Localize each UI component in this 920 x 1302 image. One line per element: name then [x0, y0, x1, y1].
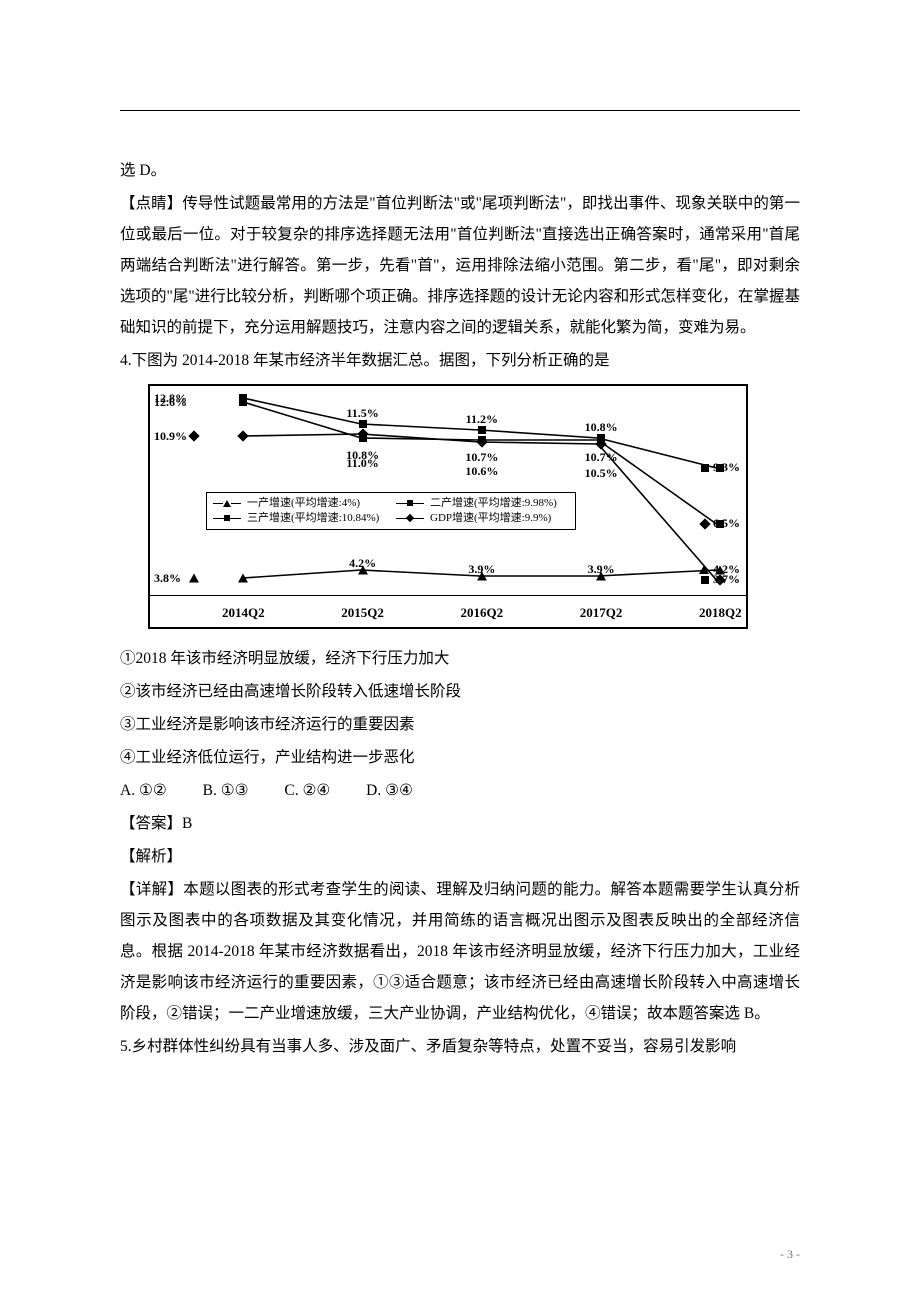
y-axis-label: 12.6%	[154, 395, 187, 410]
series-end-label: 3.7%	[701, 572, 740, 587]
series-end-text: 9.3%	[713, 460, 740, 475]
x-tick-label: 2014Q2	[222, 605, 265, 621]
question-5-stem: 5.乡村群体性纠纷具有当事人多、涉及面广、矛盾复杂等特点，处置不妥当，容易引发影…	[120, 1031, 800, 1062]
triangle-icon	[223, 500, 231, 507]
legend-item: 二产增速(平均增速:9.98%)	[396, 496, 569, 511]
square-icon	[701, 576, 709, 584]
series-end-text: 6.5%	[713, 516, 740, 531]
body-text: 选 D。	[120, 155, 800, 186]
square-icon	[701, 464, 709, 472]
series-end-label: 9.3%	[701, 460, 740, 475]
choice-b: B. ①③	[203, 782, 249, 799]
option-1: ①2018 年该市经济明显放缓，经济下行压力加大	[120, 643, 800, 674]
series-end-label: 6.5%	[701, 516, 740, 531]
page-number: - 3 -	[780, 1247, 800, 1262]
legend-item: 一产增速(平均增速:4%)	[213, 496, 386, 511]
analysis-heading: 【解析】	[120, 841, 800, 872]
y-axis-label: 3.8%	[154, 571, 181, 586]
data-label: 10.5%	[585, 466, 618, 481]
y-axis-label: 10.9%	[154, 429, 187, 444]
secondary-point	[239, 398, 247, 406]
chart-container: 11.5%11.2%10.8%10.8%10.7%10.7%11.0%10.6%…	[148, 384, 800, 629]
choice-c: C. ②④	[284, 782, 330, 799]
option-3: ③工业经济是影响该市经济运行的重要因素	[120, 709, 800, 740]
economic-chart: 11.5%11.2%10.8%10.8%10.7%10.7%11.0%10.6%…	[148, 384, 748, 629]
diamond-icon	[406, 514, 414, 522]
data-label: 11.5%	[346, 406, 378, 421]
tertiary-point	[359, 420, 367, 428]
choice-a: A. ①②	[120, 782, 167, 799]
option-2: ②该市经济已经由高速增长阶段转入低速增长阶段	[120, 676, 800, 707]
answer: 【答案】B	[120, 808, 800, 839]
data-label: 10.6%	[465, 464, 498, 479]
x-tick-label: 2017Q2	[580, 605, 623, 621]
primary-point	[238, 574, 248, 583]
diamond-icon	[188, 430, 199, 441]
legend-label: 三产增速(平均增速:10.84%)	[247, 511, 379, 526]
legend-label: GDP增速(平均增速:9.9%)	[430, 511, 551, 526]
page-rule	[120, 110, 800, 111]
body-text: 【点睛】传导性试题最常用的方法是"首位判断法"或"尾项判断法"，即找出事件、现象…	[120, 188, 800, 343]
x-tick-label: 2015Q2	[341, 605, 384, 621]
data-label: 10.7%	[585, 450, 618, 465]
answer-choices: A. ①② B. ①③ C. ②④ D. ③④	[120, 775, 800, 806]
data-label: 11.0%	[346, 456, 378, 471]
legend-label: 二产增速(平均增速:9.98%)	[430, 496, 557, 511]
legend-item: 三产增速(平均增速:10.84%)	[213, 511, 386, 526]
option-4: ④工业经济低位运行，产业结构进一步恶化	[120, 742, 800, 773]
data-label: 10.7%	[465, 450, 498, 465]
data-label: 3.9%	[468, 562, 495, 577]
data-label: 4.2%	[349, 556, 376, 571]
series-end-text: 3.7%	[713, 572, 740, 587]
choice-d: D. ③④	[366, 782, 413, 799]
diamond-icon	[699, 518, 710, 529]
chart-x-axis: 2014Q2 2015Q2 2016Q2 2017Q2 2018Q2	[150, 595, 746, 621]
triangle-icon	[189, 574, 199, 583]
legend-label: 一产增速(平均增速:4%)	[247, 496, 360, 511]
data-label: 10.8%	[585, 420, 618, 435]
x-tick-label: 2016Q2	[461, 605, 504, 621]
x-tick-label: 2018Q2	[699, 605, 742, 621]
data-label: 3.9%	[588, 562, 615, 577]
chart-legend: 一产增速(平均增速:4%) 二产增速(平均增速:9.98%) 三产增速(平均增速:1…	[206, 492, 576, 530]
tertiary-point	[478, 426, 486, 434]
data-label: 11.2%	[466, 412, 498, 427]
legend-item: GDP增速(平均增速:9.9%)	[396, 511, 569, 526]
analysis-text: 【详解】本题以图表的形式考查学生的阅读、理解及归纳问题的能力。解答本题需要学生认…	[120, 874, 800, 1029]
question-4-stem: 4.下图为 2014-2018 年某市经济半年数据汇总。据图，下列分析正确的是	[120, 345, 800, 376]
